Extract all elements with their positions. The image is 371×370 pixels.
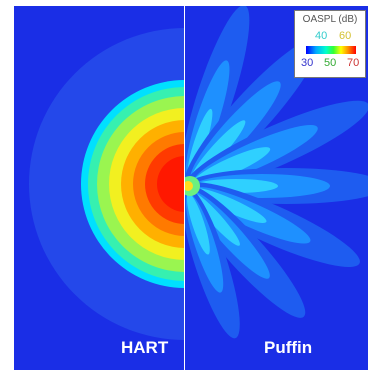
puffin-contours (184, 6, 368, 339)
legend-tick-50: 50 (324, 57, 337, 69)
puffin-lobe-7 (184, 185, 240, 339)
hart-level-9 (157, 156, 184, 212)
puffin-label: Puffin (264, 338, 313, 357)
legend-tick-70: 70 (347, 57, 360, 69)
legend-title: OASPL (dB) (302, 14, 358, 25)
puffin-source-hotspot (184, 181, 193, 191)
legend-tick-30: 30 (301, 57, 314, 69)
legend-tick-40: 40 (315, 30, 328, 42)
legend-tick-60: 60 (339, 30, 352, 42)
oaspl-legend: OASPL (dB) 40 60 30 50 70 (294, 10, 366, 78)
hart-label: HART (121, 338, 169, 357)
hart-contours (29, 28, 184, 340)
legend-colorbar (306, 46, 356, 54)
oaspl-figure: HART Puffin OASPL (dB) 40 60 30 50 70 (14, 6, 368, 370)
